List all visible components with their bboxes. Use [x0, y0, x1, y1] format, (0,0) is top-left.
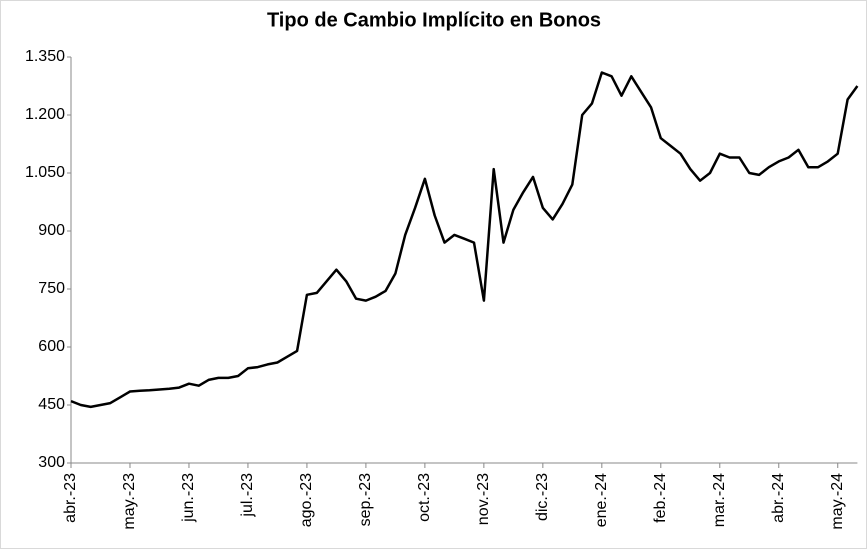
y-tick-label: 750: [38, 280, 65, 297]
y-tick-label: 1.050: [25, 164, 65, 181]
series-line: [70, 71, 859, 409]
y-tick-label: 600: [38, 338, 65, 355]
x-tick-label: may.-23: [121, 473, 138, 530]
x-tick-label: feb.-24: [652, 473, 669, 523]
x-tick-label: abr.-23: [62, 473, 79, 523]
y-tick-label: 450: [38, 396, 65, 413]
y-tick-label: 1.200: [25, 106, 65, 123]
x-tick-label: oct.-23: [416, 473, 433, 522]
x-tick-label: abr.-24: [770, 473, 787, 523]
x-tick-label: may.-24: [829, 473, 846, 530]
x-tick-label: ene.-24: [593, 473, 610, 527]
x-tick-label: nov.-23: [475, 473, 492, 525]
y-tick-label: 900: [38, 222, 65, 239]
x-tick-label: sep.-23: [357, 473, 374, 526]
x-tick-label: dic.-23: [534, 473, 551, 521]
x-tick-label: jul.-23: [239, 473, 256, 518]
y-tick-label: 1.350: [25, 48, 65, 65]
x-tick-label: ago.-23: [298, 473, 315, 527]
y-tick-label: 300: [38, 454, 65, 471]
chart-title: Tipo de Cambio Implícito en Bonos: [267, 9, 601, 31]
x-tick-label: jun.-23: [180, 473, 197, 523]
x-tick-label: mar.-24: [711, 473, 728, 527]
